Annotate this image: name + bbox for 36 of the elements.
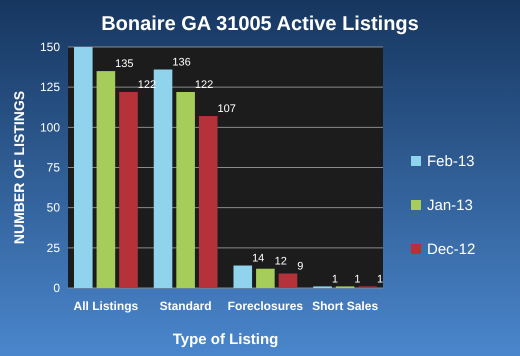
bar (119, 92, 138, 288)
x-tick-label: Standard (160, 299, 212, 313)
y-tick-label: 25 (46, 240, 60, 255)
x-axis-title: Type of Listing (172, 331, 278, 348)
bar (278, 274, 298, 288)
legend-label: Jan-13 (427, 197, 473, 214)
bar (154, 69, 172, 288)
y-tick-label: 75 (46, 160, 60, 174)
y-axis-title: NUMBER OF LISTINGS (11, 90, 27, 244)
y-tick-label: 0 (53, 281, 60, 295)
data-label: 1 (377, 273, 384, 286)
bar (74, 47, 93, 288)
legend-label: Dec-12 (427, 241, 476, 258)
x-tick-label: Short Sales (312, 299, 378, 313)
y-tick-label: 50 (46, 200, 60, 215)
data-label: 12 (274, 256, 287, 268)
data-label: 136 (172, 56, 191, 68)
y-tick-label: 100 (40, 120, 60, 134)
bar (176, 92, 195, 288)
data-label: 14 (252, 252, 264, 265)
bar (233, 266, 252, 288)
bar (198, 116, 218, 288)
y-tick-label: 125 (40, 80, 60, 94)
data-label: 9 (297, 260, 304, 273)
x-tick-label: All Listings (74, 299, 139, 313)
bar (256, 268, 275, 288)
data-label: 135 (115, 58, 134, 70)
data-label: 1 (354, 273, 361, 286)
y-tick-label: 150 (40, 40, 60, 54)
chart-title: Bonaire GA 31005 Active Listings (101, 13, 419, 35)
legend-label: Feb-13 (427, 153, 475, 170)
data-label: 1 (332, 273, 338, 286)
data-label: 107 (218, 103, 236, 116)
bar (96, 71, 116, 288)
x-tick-label: Foreclosures (228, 299, 304, 313)
data-label: 122 (194, 78, 214, 91)
